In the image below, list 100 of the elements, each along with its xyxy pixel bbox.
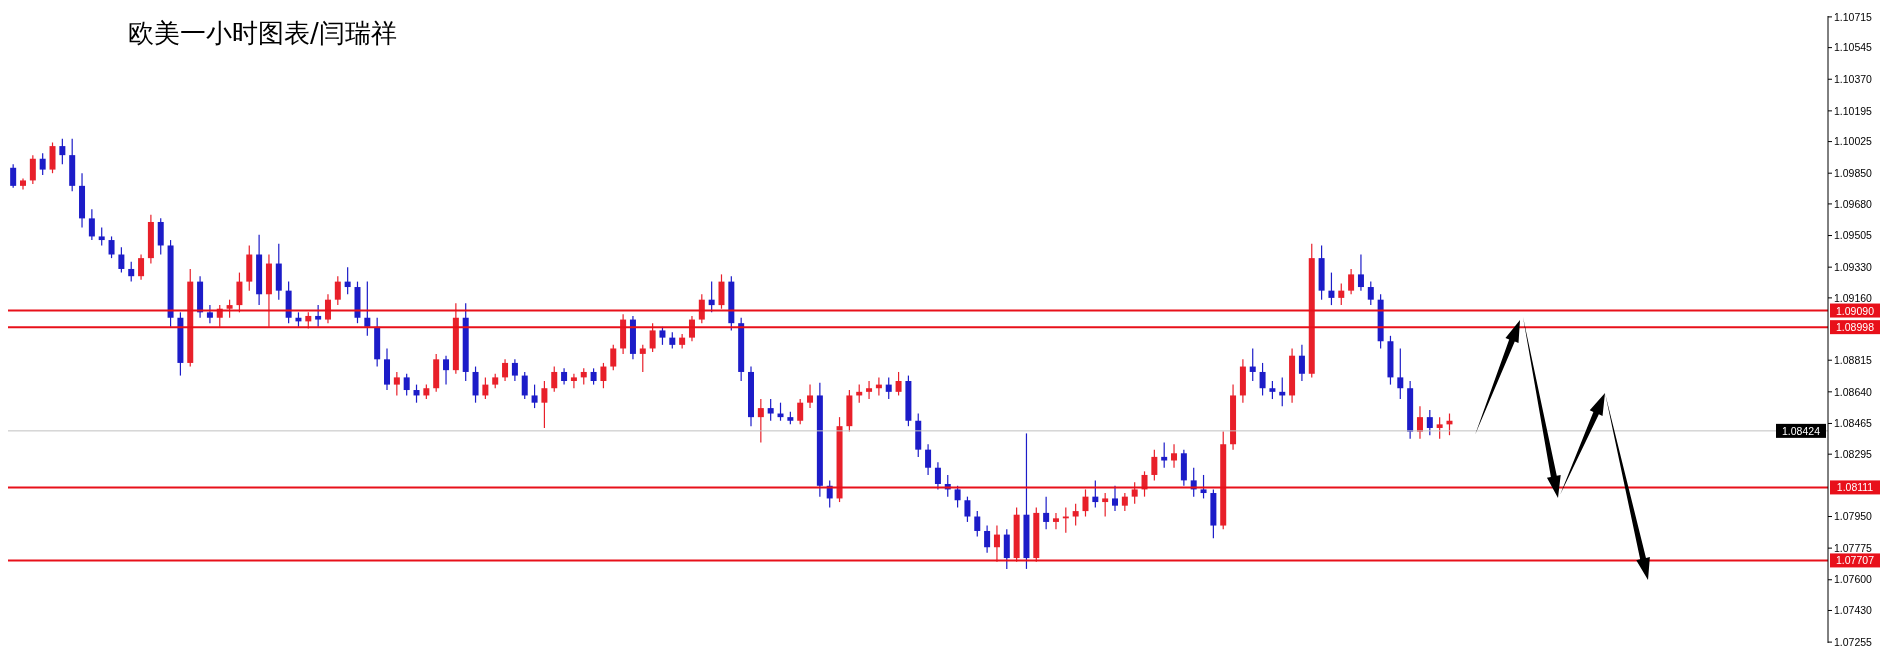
candlestick bbox=[698, 293, 705, 324]
candlestick bbox=[551, 365, 558, 393]
candlestick bbox=[1259, 362, 1266, 397]
y-tick-label: 1.07600 bbox=[1834, 573, 1873, 586]
ref-line-label: 1.08424 bbox=[1782, 424, 1821, 437]
candlestick bbox=[1328, 271, 1335, 306]
candlestick bbox=[1112, 485, 1118, 512]
candlestick bbox=[964, 496, 971, 523]
candlestick bbox=[1298, 344, 1305, 382]
candlestick bbox=[600, 362, 607, 389]
candlestick bbox=[138, 253, 145, 281]
candlestick bbox=[570, 373, 577, 389]
y-tick-label: 1.07775 bbox=[1834, 541, 1873, 554]
candlestick bbox=[118, 246, 125, 274]
candlestick bbox=[157, 217, 164, 256]
candlestick bbox=[659, 326, 666, 346]
candlestick bbox=[610, 344, 617, 371]
candlestick bbox=[1082, 488, 1089, 518]
candlestick bbox=[1102, 492, 1109, 518]
candlestick bbox=[1003, 528, 1010, 570]
ref-line-label: 1.08111 bbox=[1836, 481, 1874, 494]
candlestick bbox=[974, 510, 981, 537]
candlestick bbox=[1348, 268, 1355, 295]
candlestick bbox=[1200, 474, 1207, 500]
candlestick bbox=[1052, 512, 1059, 530]
y-tick-label: 1.07430 bbox=[1834, 604, 1873, 617]
candlestick bbox=[1367, 281, 1374, 306]
candlestick bbox=[1161, 441, 1168, 469]
y-tick-label: 1.09850 bbox=[1834, 166, 1873, 179]
candlestick bbox=[344, 266, 351, 295]
y-tick-label: 1.07950 bbox=[1834, 510, 1873, 523]
candlestick bbox=[925, 443, 932, 476]
candlestick bbox=[1416, 405, 1423, 440]
candlestick bbox=[108, 235, 115, 259]
candlestick bbox=[1092, 479, 1099, 509]
candlestick bbox=[206, 304, 213, 324]
candlestick bbox=[984, 524, 991, 554]
candlestick bbox=[29, 154, 36, 185]
candlestick bbox=[1357, 253, 1364, 292]
candlestick bbox=[1043, 496, 1050, 530]
candlestick bbox=[1426, 409, 1433, 436]
candlestick bbox=[472, 365, 479, 404]
candlestick bbox=[649, 322, 656, 353]
candlestick bbox=[757, 398, 764, 444]
y-tick-label: 1.09505 bbox=[1834, 229, 1873, 242]
candlestick bbox=[797, 398, 804, 425]
candlestick bbox=[59, 138, 66, 165]
candlestick bbox=[541, 380, 548, 429]
candlestick bbox=[413, 384, 420, 404]
candlestick bbox=[236, 271, 243, 313]
candlestick bbox=[98, 226, 105, 247]
candlestick bbox=[1338, 282, 1345, 306]
candlestick bbox=[1131, 481, 1138, 505]
candlestick bbox=[324, 293, 331, 324]
candlestick bbox=[403, 373, 410, 397]
y-tick-label: 1.08295 bbox=[1834, 447, 1873, 460]
candlestick bbox=[393, 371, 400, 397]
candlestick bbox=[807, 384, 814, 409]
y-tick-label: 1.10195 bbox=[1834, 104, 1873, 117]
candlestick bbox=[718, 273, 725, 310]
candlestick bbox=[315, 304, 322, 328]
candlestick bbox=[531, 384, 538, 409]
ref-line-label: 1.07707 bbox=[1836, 554, 1875, 567]
y-tick-label: 1.10545 bbox=[1834, 41, 1873, 54]
ref-line-label: 1.09090 bbox=[1836, 304, 1875, 317]
candlestick bbox=[128, 261, 135, 283]
candlestick bbox=[1249, 347, 1256, 382]
candlestick bbox=[521, 371, 528, 400]
candlestick bbox=[639, 344, 646, 373]
y-tick-label: 1.09330 bbox=[1834, 260, 1873, 273]
candlestick bbox=[49, 141, 56, 174]
candlestick bbox=[767, 398, 774, 422]
candlestick bbox=[511, 358, 518, 382]
candlestick bbox=[708, 281, 715, 313]
y-tick-label: 1.08465 bbox=[1834, 417, 1873, 430]
candlestick bbox=[1151, 449, 1158, 481]
candlestick bbox=[866, 380, 873, 400]
candlestick bbox=[1436, 416, 1443, 440]
candlestick bbox=[1269, 380, 1276, 400]
y-tick-label: 1.09160 bbox=[1834, 291, 1873, 304]
y-tick-label: 1.10715 bbox=[1834, 10, 1873, 23]
candlestick bbox=[1171, 443, 1178, 469]
y-tick-label: 1.10025 bbox=[1834, 135, 1873, 148]
y-tick-label: 1.09680 bbox=[1834, 197, 1873, 210]
candlestick bbox=[895, 371, 902, 397]
candlestick bbox=[88, 208, 95, 241]
y-tick-label: 1.08815 bbox=[1834, 353, 1873, 366]
candlestick bbox=[39, 152, 46, 176]
y-tick-label: 1.10370 bbox=[1834, 72, 1873, 85]
candlestick bbox=[885, 376, 892, 400]
candlestick bbox=[1397, 347, 1404, 400]
candlestick bbox=[502, 358, 509, 382]
candlestick bbox=[226, 299, 233, 319]
ref-line-label: 1.08998 bbox=[1836, 321, 1875, 334]
candlestick bbox=[993, 524, 1000, 563]
candlestick bbox=[10, 163, 17, 189]
candlestick bbox=[1121, 492, 1128, 512]
chart-title: 欧美一小时图表/闫瑞祥 bbox=[128, 17, 397, 50]
candlestick bbox=[443, 355, 450, 386]
candlestick bbox=[934, 461, 941, 491]
